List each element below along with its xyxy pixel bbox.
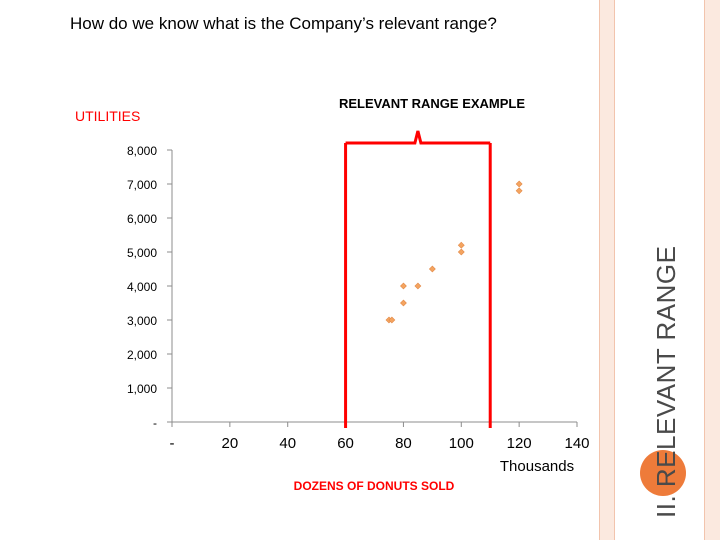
y-tick-label: 2,000	[127, 348, 157, 362]
y-tick-label: 5,000	[127, 246, 157, 260]
side-title: II. RELEVANT RANGE	[651, 245, 681, 518]
data-point	[400, 282, 407, 290]
slide-heading: How do we know what is the Company’s rel…	[70, 14, 497, 33]
bracket-top	[345, 130, 491, 145]
y-tick-label: -	[153, 416, 157, 430]
frame-line-inner-right	[704, 0, 705, 540]
x-tick-label: 40	[279, 435, 296, 452]
y-tick-label: 6,000	[127, 212, 157, 226]
accent-dot	[640, 450, 686, 496]
y-axis-label: UTILITIES	[75, 108, 140, 124]
x-tick-label: 80	[395, 435, 412, 452]
chart-ticks: - 1,000 2,000 3,000 4,000 5,000 6,000 7,000 8,00…	[127, 144, 590, 452]
chart-title: RELEVANT RANGE EXAMPLE	[339, 96, 525, 111]
y-tick-label: 1,000	[127, 382, 157, 396]
frame-line-inner-left	[614, 0, 615, 540]
y-tick-label: 8,000	[127, 144, 157, 158]
chart-points	[385, 180, 523, 324]
data-point	[428, 265, 436, 273]
x-tick-label: 60	[337, 435, 354, 452]
data-point	[515, 187, 523, 195]
data-point	[515, 180, 523, 188]
relevant-range-bracket	[344, 130, 492, 428]
data-point	[388, 316, 396, 324]
x-tick-label: 120	[507, 435, 532, 452]
x-tick-label: 100	[449, 435, 474, 452]
x-axis-label: DOZENS OF DONUTS SOLD	[294, 479, 455, 493]
y-tick-label: 7,000	[127, 178, 157, 192]
data-point	[400, 299, 407, 307]
scatter-chart: - 1,000 2,000 3,000 4,000 5,000 6,000 7,000 8,00…	[75, 96, 590, 493]
data-point	[457, 248, 465, 256]
data-point	[414, 282, 422, 290]
x-tick-label: 20	[222, 435, 239, 452]
frame-line-left	[599, 0, 600, 540]
x-tick-label: 140	[564, 435, 589, 452]
data-point	[457, 241, 465, 249]
x-axis-unit-label: Thousands	[500, 458, 574, 475]
x-tick-label: -	[170, 435, 175, 452]
y-tick-label: 3,000	[127, 314, 157, 328]
y-tick-label: 4,000	[127, 280, 157, 294]
